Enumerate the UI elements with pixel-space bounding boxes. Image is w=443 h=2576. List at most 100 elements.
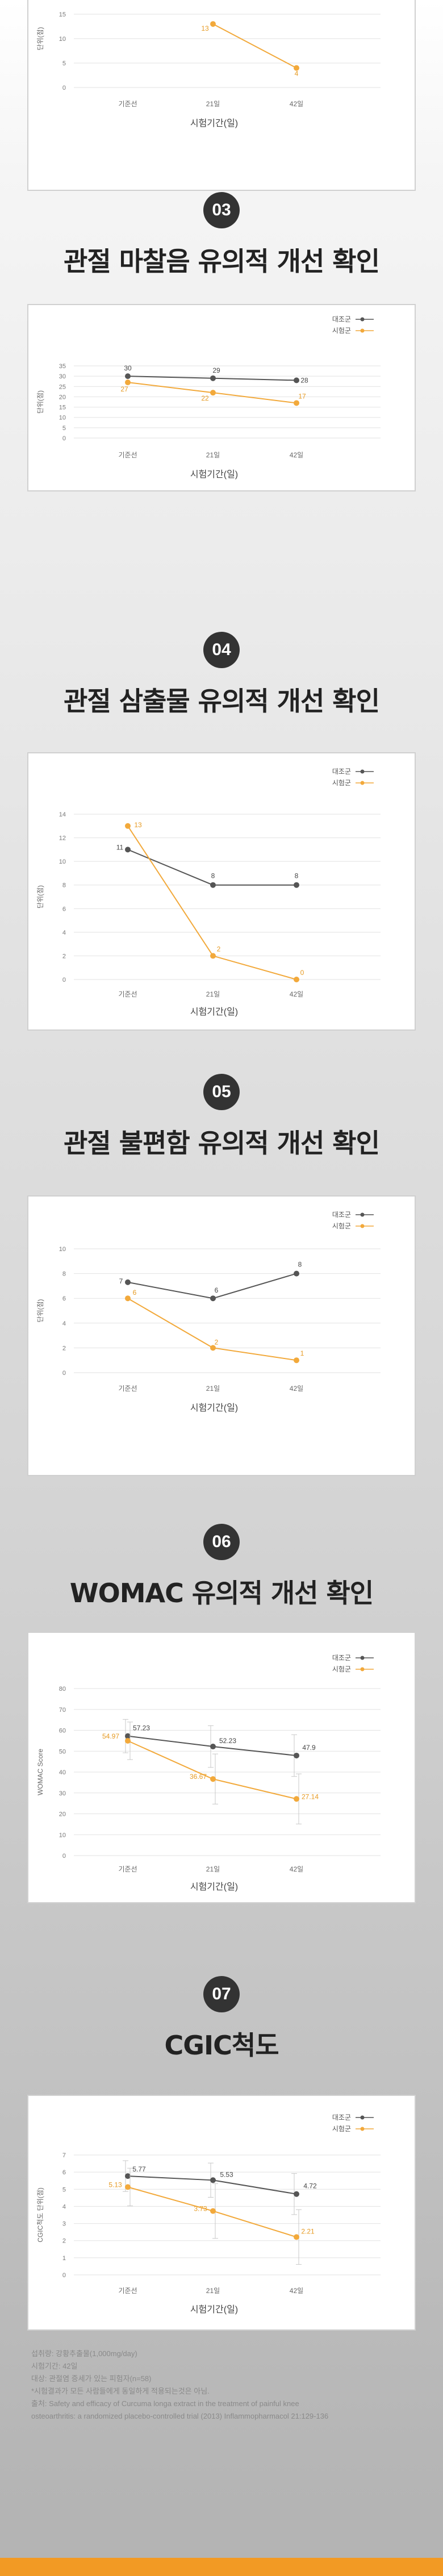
data-point-control <box>210 1744 216 1750</box>
data-label-control: 47.9 <box>302 1744 316 1752</box>
data-label-test: 2 <box>217 945 221 953</box>
data-label-test: 36.67 <box>190 1773 207 1781</box>
data-label-control: 30 <box>124 364 132 372</box>
y-axis-label: WOMAC Score <box>36 1749 44 1795</box>
data-label-control: 29 <box>212 366 220 374</box>
y-tick-label: 20 <box>59 394 66 401</box>
section-header-04: 04 관절 삼출물 유의적 개선 확인 <box>0 632 443 718</box>
data-label-control: 57.23 <box>133 1724 150 1732</box>
y-tick-label: 0 <box>62 1853 66 1860</box>
data-label-control: 28 <box>300 376 308 384</box>
x-tick-label: 기준선 <box>118 2287 137 2295</box>
section-title: CGIC척도 <box>164 2030 279 2061</box>
y-tick-label: 10 <box>59 1832 66 1839</box>
y-axis-label: 단위(점) <box>36 885 44 908</box>
data-label-test: 5.13 <box>108 2181 122 2189</box>
data-point-test <box>125 380 131 386</box>
data-point-test <box>294 1796 299 1802</box>
data-label-test: 3.73 <box>194 2205 207 2213</box>
data-point-control <box>294 882 299 888</box>
legend-label-test: 시험군 <box>332 779 351 787</box>
y-tick-label: 4 <box>62 929 66 936</box>
footnote-line: 출처: Safety and efficacy of Curcuma longa… <box>31 2399 299 2408</box>
data-label-control: 8 <box>298 1261 302 1269</box>
y-axis-label: 단위(점) <box>36 390 44 414</box>
series-line-test <box>127 1740 297 1800</box>
data-label-test: 13 <box>201 24 209 32</box>
series-line-test <box>127 1298 297 1361</box>
bottom-accent-bar <box>0 2558 443 2576</box>
x-tick-label: 기준선 <box>118 100 137 108</box>
y-tick-label: 30 <box>59 373 66 380</box>
data-label-test: 2.21 <box>301 2227 315 2235</box>
chart-card-4: 0 2 4 6 8 10 12 14 단위(점) 기준선 21일 42일 시험기간(일) 대조군 시험군 11… <box>27 752 416 1031</box>
chart-card-6: 0 10 20 30 40 50 60 70 80 WOMAC Score 기준선 21일 42일 시험기… <box>27 1632 416 1903</box>
data-label-test: 27 <box>120 385 128 393</box>
data-label-test: 27.14 <box>302 1793 319 1800</box>
chart-card-3: 0 5 10 15 20 25 30 35 단위(점) 기준선 21일 42일 시험기간(일) 대조군 시험… <box>27 304 416 491</box>
y-tick-label: 6 <box>62 1295 66 1302</box>
legend-label-control: 대조군 <box>332 2114 351 2121</box>
data-label-test: 2 <box>215 1338 219 1346</box>
data-point-control <box>294 2191 299 2197</box>
data-point-control <box>294 1752 299 1758</box>
y-axis-label: CGIC척도 단위(점) <box>36 2187 44 2242</box>
section-number-badge: 05 <box>203 1074 240 1110</box>
data-label-control: 5.77 <box>132 2165 146 2173</box>
y-tick-label: 2 <box>62 953 66 960</box>
chart-card-5: 0 2 4 6 8 10 단위(점) 기준선 21일 42일 시험기간(일) 대조군 시험군 7 6 8 6 2 1 <box>27 1195 416 1476</box>
data-point-control <box>125 1279 131 1285</box>
data-point-test <box>210 2208 216 2214</box>
data-point-test <box>125 2184 131 2190</box>
data-point-test <box>125 1295 131 1302</box>
y-tick-label: 6 <box>62 906 66 912</box>
data-point-control <box>210 882 216 888</box>
x-tick-label: 21일 <box>206 1865 220 1873</box>
section-header-05: 05 관절 불편함 유의적 개선 확인 <box>0 1074 443 1160</box>
y-tick-label: 10 <box>59 36 66 43</box>
y-tick-label: 0 <box>62 435 66 442</box>
y-tick-label: 0 <box>62 85 66 91</box>
data-point-test <box>294 400 299 406</box>
data-point-test <box>210 21 216 27</box>
data-label-control: 7 <box>119 1277 123 1285</box>
section-title: WOMAC 유의적 개선 확인 <box>69 1578 374 1608</box>
data-point-test <box>294 65 299 71</box>
data-point-test <box>294 977 299 982</box>
x-tick-label: 기준선 <box>118 990 137 998</box>
x-tick-label: 21일 <box>206 2287 220 2295</box>
y-tick-label: 4 <box>62 2203 66 2210</box>
y-tick-label: 0 <box>62 2272 66 2279</box>
footnote-line: *시험결과가 모든 사람들에게 동일하게 적용되는것은 아님. <box>31 2387 210 2395</box>
x-axis-title: 시험기간(일) <box>190 1882 238 1892</box>
legend-label-control: 대조군 <box>332 1654 351 1662</box>
x-tick-label: 기준선 <box>118 1385 137 1393</box>
legend-label-control: 대조군 <box>332 315 351 323</box>
y-tick-label: 10 <box>59 415 66 422</box>
y-tick-label: 5 <box>62 2186 66 2193</box>
data-point-control <box>294 377 299 384</box>
legend-marker-control <box>360 1656 365 1660</box>
section-title: 관절 마찰음 유의적 개선 확인 <box>64 246 380 277</box>
data-label-test: 13 <box>134 821 142 829</box>
data-label-test: 1 <box>300 1349 304 1357</box>
x-tick-label: 42일 <box>290 1865 303 1873</box>
section-title: 관절 삼출물 유의적 개선 확인 <box>64 686 380 716</box>
y-tick-label: 2 <box>62 2238 66 2245</box>
data-point-control <box>294 1270 299 1277</box>
data-label-test: 6 <box>133 1289 137 1297</box>
y-axis-label: 단위(점) <box>36 1299 44 1322</box>
legend-label-test: 시험군 <box>332 1222 351 1230</box>
y-tick-label: 10 <box>59 1246 66 1253</box>
data-label-test: 4 <box>295 70 299 78</box>
y-tick-label: 12 <box>59 835 66 842</box>
section-header-07: 07 CGIC척도 <box>0 1976 443 2062</box>
data-point-control <box>125 373 131 380</box>
y-tick-label: 30 <box>59 1790 66 1797</box>
x-tick-label: 42일 <box>290 2287 303 2295</box>
legend-label-control: 대조군 <box>332 1211 351 1219</box>
data-point-test <box>210 1776 216 1782</box>
footnote-line: osteoarthritis: a randomized placebo-con… <box>31 2412 329 2420</box>
